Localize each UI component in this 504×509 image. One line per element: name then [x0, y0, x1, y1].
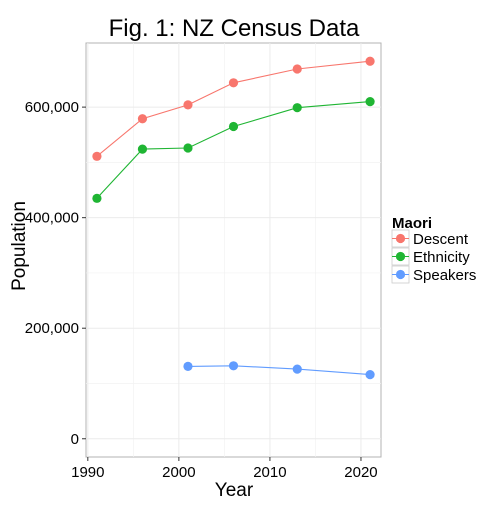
series-line	[187, 365, 371, 376]
y-tick-label: 600,000	[25, 99, 79, 116]
legend-key-point	[395, 233, 406, 244]
chart-title: Fig. 1: NZ Census Data	[109, 15, 360, 42]
data-point	[92, 151, 102, 161]
data-point	[292, 103, 302, 113]
legend-label: Descent	[413, 231, 469, 248]
legend-label: Ethnicity	[413, 249, 470, 266]
x-tick-label: 2020	[344, 464, 377, 481]
data-point	[292, 64, 302, 74]
data-point	[228, 121, 239, 132]
x-tick-label: 1990	[71, 464, 104, 481]
data-point	[137, 144, 148, 154]
data-point	[228, 78, 239, 88]
legend-key-point	[395, 269, 406, 280]
legend-title: Maori	[392, 215, 432, 232]
x-tick-label: 2000	[162, 464, 195, 481]
data-point	[292, 364, 302, 374]
data-point	[228, 361, 239, 371]
y-axis-label: Population	[9, 201, 30, 291]
axes: 1990 2000 2010 2020 0 200,000 400,000 600,000	[25, 99, 378, 481]
legend-item-descent: Descent	[391, 229, 469, 248]
series-layer	[92, 56, 375, 380]
data-point	[183, 361, 193, 371]
data-point	[365, 56, 375, 66]
data-point	[137, 114, 148, 124]
data-point	[183, 143, 193, 153]
y-tick-label: 400,000	[25, 210, 79, 227]
legend-label: Speakers	[413, 267, 476, 284]
plot-panel	[85, 42, 382, 458]
data-point	[183, 100, 193, 110]
series-speakers	[183, 361, 375, 380]
grid-lines	[86, 43, 381, 457]
legend-item-ethnicity: Ethnicity	[391, 247, 470, 266]
data-point	[365, 370, 375, 380]
series-descent	[92, 56, 375, 161]
data-point	[92, 193, 102, 203]
series-ethnicity	[92, 96, 375, 203]
legend-key-point	[395, 251, 406, 262]
legend-item-speakers: Speakers	[391, 265, 476, 284]
x-tick-label: 2010	[253, 464, 286, 481]
data-point	[365, 96, 375, 107]
x-axis-label: Year	[215, 480, 254, 501]
series-line	[96, 60, 371, 157]
y-tick-label: 0	[71, 431, 79, 448]
y-tick-label: 200,000	[25, 320, 79, 337]
series-line	[96, 101, 371, 199]
